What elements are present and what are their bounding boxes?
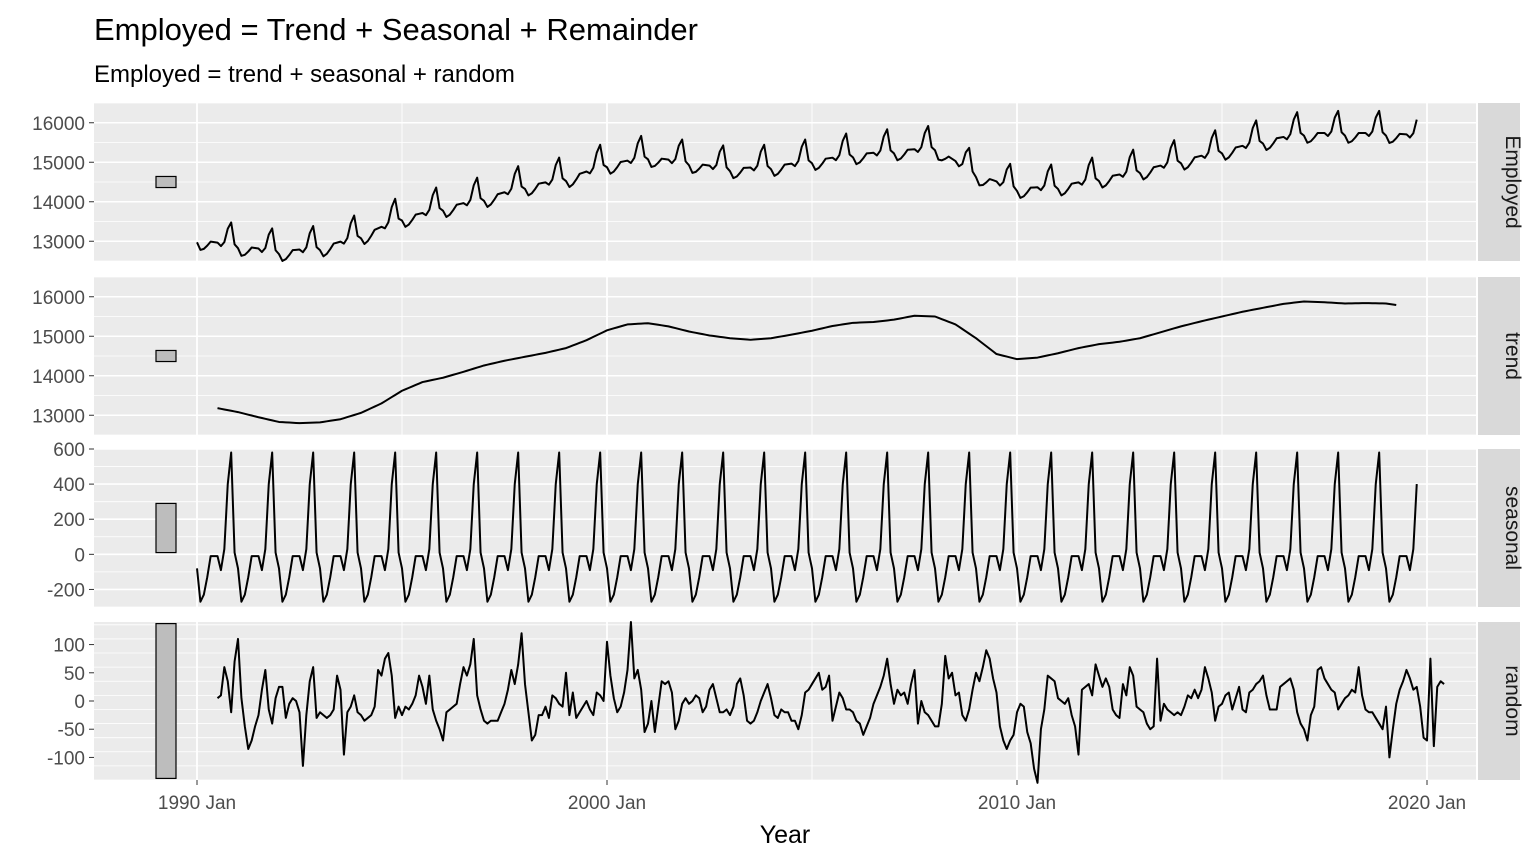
panel-trend: 13000 14000 15000 16000 trend xyxy=(32,276,1524,436)
x-tick-label: 2010 Jan xyxy=(978,793,1056,814)
y-tick-label: -100 xyxy=(47,748,85,769)
panel-background xyxy=(94,449,1476,607)
scale-bar xyxy=(155,502,177,554)
series-line-random xyxy=(216,621,1445,784)
panel-random: -100 -50 0 50 100 random xyxy=(47,621,1524,784)
chart-subtitle: Employed = trend + seasonal + random xyxy=(94,61,515,88)
chart-title: Employed = Trend + Seasonal + Remainder xyxy=(94,12,698,47)
y-tick-label: 0 xyxy=(74,545,85,566)
panel-Employed: 13000 14000 15000 16000 Employed xyxy=(32,102,1524,262)
y-tick-label: 15000 xyxy=(32,153,85,174)
x-tick-label: 1990 Jan xyxy=(158,793,236,814)
y-tick-label: -200 xyxy=(47,580,85,601)
facet-strip-label: seasonal xyxy=(1501,486,1524,570)
y-tick-label: 0 xyxy=(74,692,85,713)
series-line-Employed xyxy=(196,109,1418,262)
facet-strip xyxy=(1478,622,1520,780)
scale-bar xyxy=(155,349,177,363)
panel-seasonal: -200 0 200 400 600 seasonal xyxy=(47,440,1524,608)
series-line-seasonal xyxy=(196,451,1418,603)
y-tick-label: 13000 xyxy=(32,406,85,427)
y-tick-label: 15000 xyxy=(32,327,85,348)
y-tick-label: 100 xyxy=(53,636,85,657)
facet-strip-label: random xyxy=(1501,665,1524,736)
y-tick-label: 14000 xyxy=(32,367,85,388)
facet-strip-label: trend xyxy=(1501,332,1524,380)
panel-background xyxy=(94,622,1476,780)
y-tick-label: 400 xyxy=(53,475,85,496)
series-line-trend xyxy=(217,300,1397,425)
y-tick-label: 14000 xyxy=(32,193,85,214)
facet-strip xyxy=(1478,103,1520,261)
scale-bar xyxy=(155,175,177,189)
facet-strip-label: Employed xyxy=(1501,135,1524,228)
y-tick-label: 600 xyxy=(53,440,85,461)
y-tick-label: 50 xyxy=(64,664,85,685)
facet-strip xyxy=(1478,449,1520,607)
panels-group: 13000 14000 15000 16000 Employed 13000 14000 15… xyxy=(32,102,1524,784)
y-tick-label: 200 xyxy=(53,510,85,531)
facet-strip xyxy=(1478,277,1520,435)
x-tick-label: 2020 Jan xyxy=(1388,793,1466,814)
x-tick-label: 2000 Jan xyxy=(568,793,646,814)
y-tick-label: -50 xyxy=(58,720,85,741)
y-tick-label: 13000 xyxy=(32,232,85,253)
x-axis: 1990 Jan 2000 Jan 2010 Jan 2020 Jan xyxy=(158,780,1466,814)
y-tick-label: 16000 xyxy=(32,114,85,135)
y-tick-label: 16000 xyxy=(32,288,85,309)
x-axis-title: Year xyxy=(760,821,811,849)
scale-bar xyxy=(155,622,177,780)
